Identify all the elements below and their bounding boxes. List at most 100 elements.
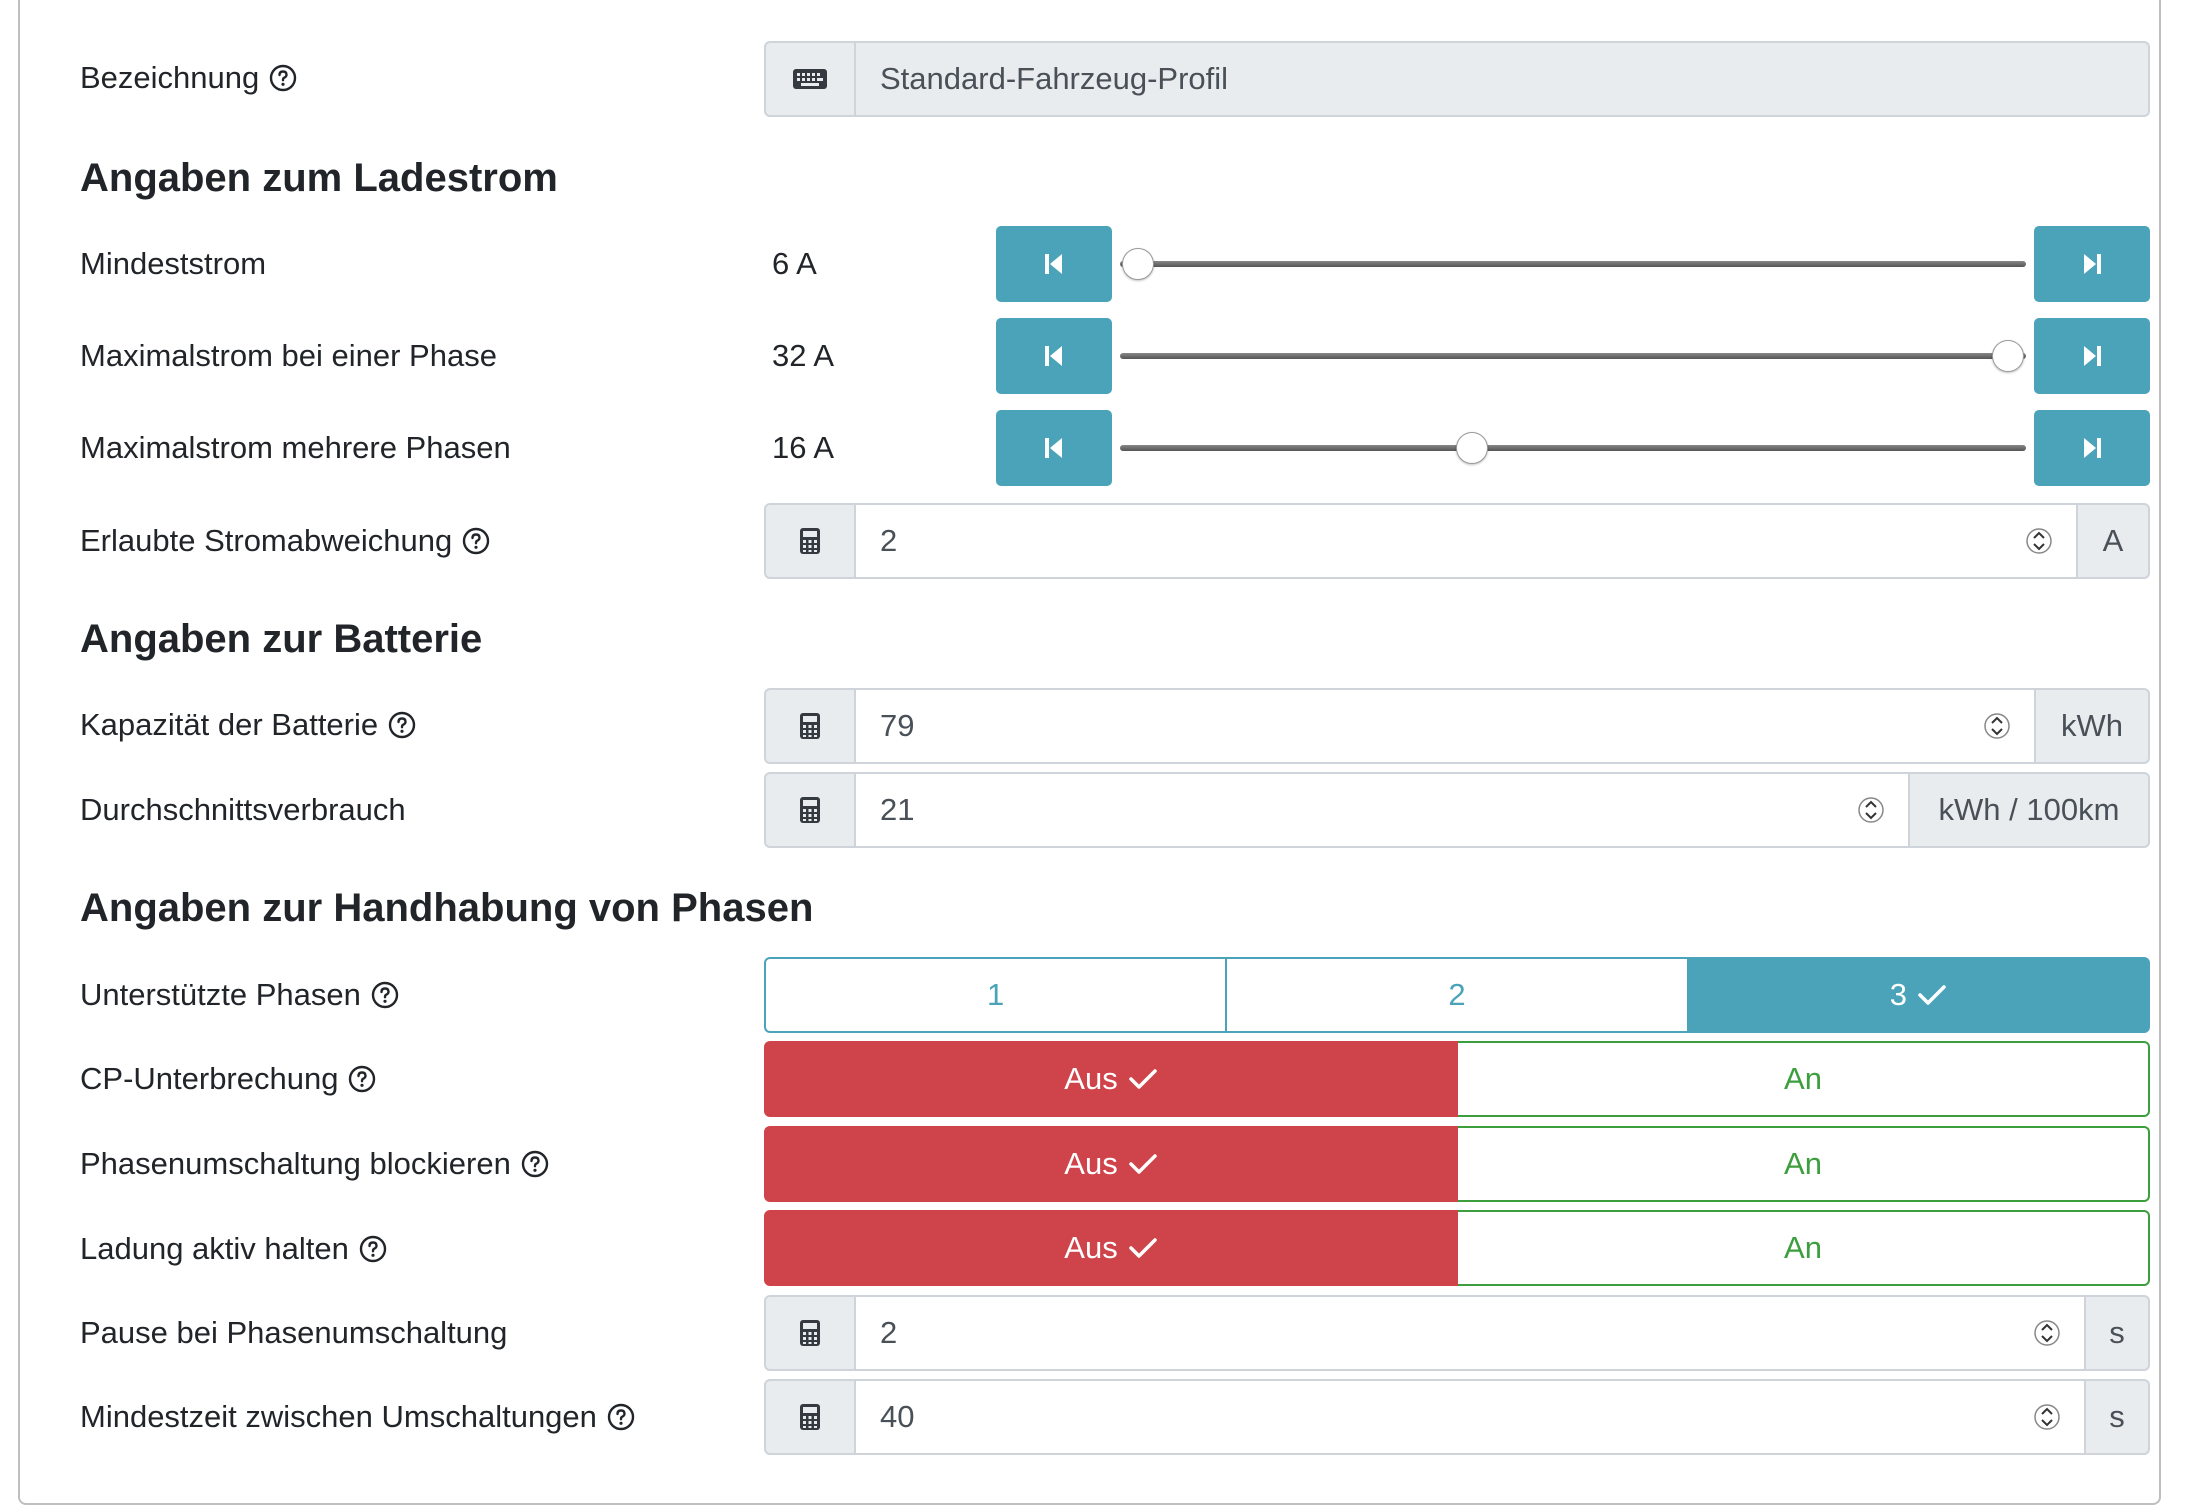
consumption-label-text: Durchschnittsverbrauch: [80, 792, 406, 827]
min-current-slider-thumb[interactable]: [1122, 248, 1154, 280]
cp-interrupt-off-button[interactable]: Aus: [764, 1041, 1458, 1117]
pause-field[interactable]: 2: [856, 1295, 2086, 1371]
block-switch-label-text: Phasenumschaltung blockieren: [80, 1146, 511, 1181]
max-current-one-phase-slider-track[interactable]: [1120, 353, 2026, 359]
max-current-one-phase-value: 32 A: [772, 338, 835, 373]
keep-active-on-label: An: [1784, 1230, 1822, 1265]
help-icon[interactable]: [607, 1403, 635, 1431]
block-switch-toggle: Aus An: [764, 1126, 2150, 1202]
cp-interrupt-label-text: CP-Unterbrechung: [80, 1061, 339, 1096]
help-icon[interactable]: [521, 1150, 549, 1178]
spinner-arrows-icon[interactable]: [2034, 1315, 2060, 1351]
allowed-deviation-value: 2: [880, 523, 898, 558]
allowed-deviation-field[interactable]: 2: [856, 503, 2078, 579]
min-current-value: 6 A: [772, 246, 817, 281]
min-time-label: Mindestzeit zwischen Umschaltungen: [80, 1397, 635, 1437]
min-time-value: 40: [880, 1399, 915, 1434]
block-switch-on-button[interactable]: An: [1458, 1126, 2150, 1202]
min-current-increase-button[interactable]: [2034, 226, 2150, 302]
help-icon[interactable]: [371, 981, 399, 1009]
max-current-multi-phase-label-text: Maximalstrom mehrere Phasen: [80, 430, 511, 465]
spinner-arrows-icon[interactable]: [1858, 792, 1884, 828]
block-switch-off-button[interactable]: Aus: [764, 1126, 1458, 1202]
name-label-text: Bezeichnung: [80, 60, 260, 95]
pause-unit: s: [2086, 1295, 2150, 1371]
min-time-unit: s: [2086, 1379, 2150, 1455]
max-current-one-phase-increase-button[interactable]: [2034, 318, 2150, 394]
skip-start-icon: [1045, 254, 1062, 274]
help-icon[interactable]: [348, 1065, 376, 1093]
capacity-unit: kWh: [2036, 688, 2150, 764]
help-icon[interactable]: [462, 527, 490, 555]
spinner-arrows-icon[interactable]: [1984, 708, 2010, 744]
supported-phases-selector: 1 2 3: [764, 957, 2150, 1033]
check-icon: [1128, 1154, 1157, 1174]
consumption-input-group: 21 kWh / 100km: [764, 772, 2150, 848]
keyboard-icon: [764, 41, 856, 117]
cp-interrupt-toggle: Aus An: [764, 1041, 2150, 1117]
pause-value: 2: [880, 1315, 898, 1350]
name-value: Standard-Fahrzeug-Profil: [880, 61, 1229, 96]
block-switch-label: Phasenumschaltung blockieren: [80, 1144, 549, 1184]
cp-interrupt-label: CP-Unterbrechung: [80, 1059, 376, 1099]
section-heading-charging: Angaben zum Ladestrom: [80, 156, 558, 200]
section-heading-phases: Angaben zur Handhabung von Phasen: [80, 886, 814, 930]
calculator-icon: [764, 1295, 856, 1371]
check-icon: [1128, 1238, 1157, 1258]
pause-input-group: 2 s: [764, 1295, 2150, 1371]
allowed-deviation-label-text: Erlaubte Stromabweichung: [80, 523, 453, 558]
min-current-label: Mindeststrom: [80, 244, 266, 284]
cp-interrupt-off-label: Aus: [1064, 1061, 1118, 1096]
help-icon[interactable]: [359, 1235, 387, 1263]
consumption-field[interactable]: 21: [856, 772, 1910, 848]
min-current-decrease-button[interactable]: [996, 226, 1112, 302]
spinner-arrows-icon[interactable]: [2034, 1399, 2060, 1435]
max-current-multi-phase-decrease-button[interactable]: [996, 410, 1112, 486]
pause-label-text: Pause bei Phasenumschaltung: [80, 1315, 508, 1350]
capacity-label-text: Kapazität der Batterie: [80, 707, 379, 742]
skip-end-icon: [2084, 438, 2101, 458]
keep-active-off-label: Aus: [1064, 1230, 1118, 1265]
phase-option-1[interactable]: 1: [764, 957, 1228, 1033]
capacity-label: Kapazität der Batterie: [80, 705, 416, 745]
skip-end-icon: [2084, 254, 2101, 274]
spinner-arrows-icon[interactable]: [2026, 523, 2052, 559]
calculator-icon: [764, 772, 856, 848]
phase-option-2-label: 2: [1448, 977, 1466, 1012]
help-icon[interactable]: [269, 64, 297, 92]
cp-interrupt-on-button[interactable]: An: [1458, 1041, 2150, 1117]
phase-option-3[interactable]: 3: [1688, 957, 2150, 1033]
check-icon: [1918, 985, 1946, 1005]
name-field[interactable]: Standard-Fahrzeug-Profil: [856, 41, 2150, 117]
allowed-deviation-label: Erlaubte Stromabweichung: [80, 521, 490, 561]
min-time-field[interactable]: 40: [856, 1379, 2086, 1455]
help-icon[interactable]: [388, 711, 416, 739]
max-current-multi-phase-value: 16 A: [772, 430, 835, 465]
vehicle-profile-card: Bezeichnung Standard-Fahrzeug-Profil Ang…: [18, 0, 2161, 1505]
max-current-one-phase-slider-thumb[interactable]: [1992, 340, 2024, 372]
name-label: Bezeichnung: [80, 58, 297, 98]
name-input-group: Standard-Fahrzeug-Profil: [764, 41, 2150, 117]
max-current-multi-phase-slider-track[interactable]: [1120, 445, 2026, 451]
keep-active-toggle: Aus An: [764, 1210, 2150, 1286]
max-current-multi-phase-label: Maximalstrom mehrere Phasen: [80, 428, 511, 468]
consumption-unit: kWh / 100km: [1910, 772, 2150, 848]
max-current-one-phase-label: Maximalstrom bei einer Phase: [80, 336, 497, 376]
consumption-value: 21: [880, 792, 915, 827]
max-current-one-phase-decrease-button[interactable]: [996, 318, 1112, 394]
min-current-slider-track[interactable]: [1120, 261, 2026, 267]
keep-active-label: Ladung aktiv halten: [80, 1229, 387, 1269]
max-current-multi-phase-increase-button[interactable]: [2034, 410, 2150, 486]
calculator-icon: [764, 1379, 856, 1455]
phase-option-2[interactable]: 2: [1227, 957, 1689, 1033]
max-current-multi-phase-slider-thumb[interactable]: [1456, 432, 1488, 464]
check-icon: [1128, 1069, 1157, 1089]
skip-start-icon: [1045, 346, 1062, 366]
keep-active-label-text: Ladung aktiv halten: [80, 1231, 349, 1266]
supported-phases-label: Unterstützte Phasen: [80, 975, 399, 1015]
capacity-field[interactable]: 79: [856, 688, 2036, 764]
keep-active-off-button[interactable]: Aus: [764, 1210, 1458, 1286]
allowed-deviation-input-group: 2 A: [764, 503, 2150, 579]
min-time-input-group: 40 s: [764, 1379, 2150, 1455]
keep-active-on-button[interactable]: An: [1458, 1210, 2150, 1286]
